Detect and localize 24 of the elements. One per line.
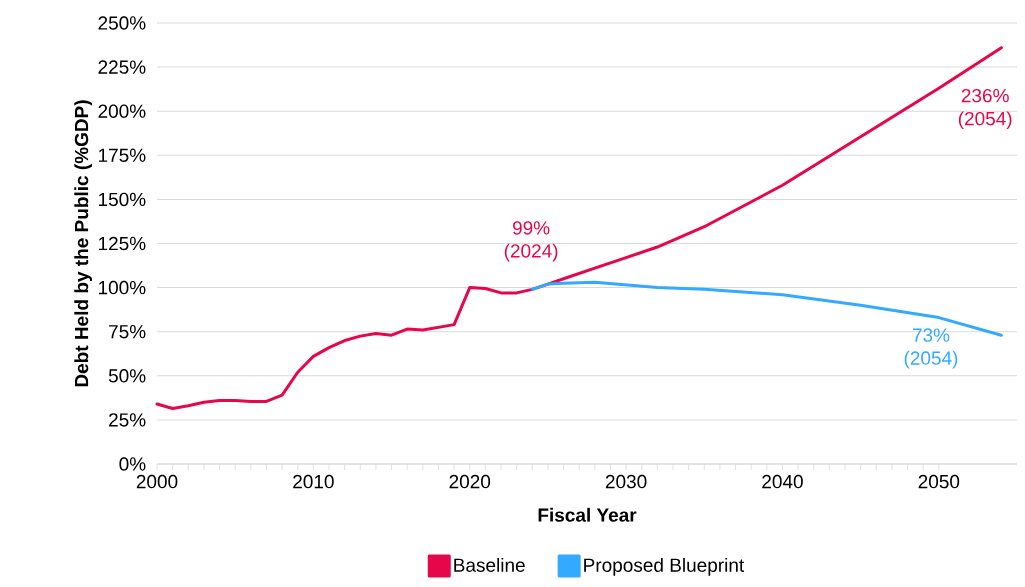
y-tick-label: 250% — [98, 16, 146, 30]
x-tick-label: 2010 — [293, 474, 334, 489]
x-axis-title: Fiscal Year — [538, 507, 637, 522]
annotation: 99% (2024) — [504, 221, 558, 262]
y-tick-label: 150% — [98, 192, 146, 207]
y-axis-title: Debt Held by the Public (%GDP) — [74, 100, 92, 387]
x-tick-label: 2000 — [136, 474, 178, 489]
legend-label: Proposed Blueprint — [584, 557, 745, 576]
y-tick-label: 225% — [98, 60, 146, 74]
legend-label: Baseline — [454, 557, 525, 572]
x-tick-label: 2050 — [918, 474, 960, 489]
x-tick-label: 2020 — [449, 474, 491, 489]
y-tick-label: 125% — [98, 236, 146, 251]
annotation: 236% (2054) — [958, 88, 1012, 130]
y-tick-label: 25% — [109, 413, 146, 427]
y-tick-label: 175% — [98, 148, 146, 162]
annotation: 73% (2054) — [904, 328, 958, 369]
y-tick-label: 0% — [119, 457, 146, 471]
y-tick-label: 200% — [98, 104, 146, 118]
y-tick-label: 75% — [109, 325, 146, 339]
y-tick-label: 100% — [98, 280, 146, 295]
y-tick-label: 50% — [108, 369, 146, 383]
x-tick-label: 2030 — [605, 474, 647, 489]
x-tick-label: 2040 — [762, 474, 803, 489]
